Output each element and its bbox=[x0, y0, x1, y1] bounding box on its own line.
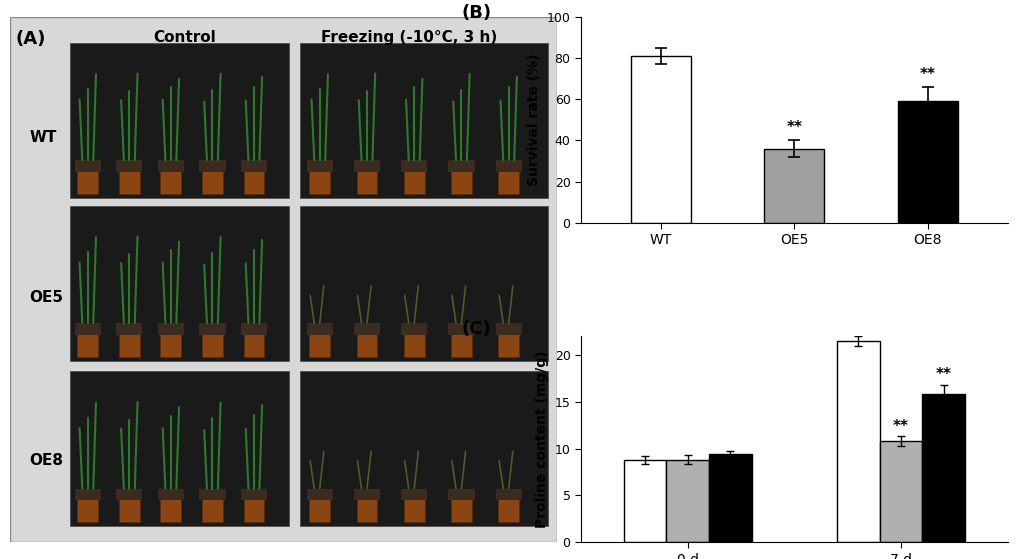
FancyBboxPatch shape bbox=[306, 489, 333, 500]
FancyBboxPatch shape bbox=[241, 323, 267, 335]
FancyBboxPatch shape bbox=[354, 323, 380, 335]
FancyBboxPatch shape bbox=[74, 489, 101, 500]
FancyBboxPatch shape bbox=[119, 168, 139, 194]
Text: **: ** bbox=[920, 67, 936, 82]
FancyBboxPatch shape bbox=[158, 160, 184, 172]
Text: **: ** bbox=[787, 120, 802, 135]
FancyBboxPatch shape bbox=[70, 371, 289, 527]
Text: OE5: OE5 bbox=[30, 290, 63, 305]
FancyBboxPatch shape bbox=[243, 496, 265, 522]
FancyBboxPatch shape bbox=[300, 206, 549, 361]
Y-axis label: Survival rate (%): Survival rate (%) bbox=[527, 54, 542, 186]
FancyBboxPatch shape bbox=[404, 496, 425, 522]
FancyBboxPatch shape bbox=[200, 489, 226, 500]
FancyBboxPatch shape bbox=[161, 496, 181, 522]
FancyBboxPatch shape bbox=[451, 168, 472, 194]
FancyBboxPatch shape bbox=[70, 43, 289, 198]
FancyBboxPatch shape bbox=[499, 168, 519, 194]
Y-axis label: Proline content (mg/g): Proline content (mg/g) bbox=[535, 350, 549, 528]
FancyBboxPatch shape bbox=[200, 160, 226, 172]
Bar bbox=[880, 441, 922, 542]
Text: (C): (C) bbox=[461, 320, 492, 338]
FancyBboxPatch shape bbox=[401, 489, 428, 500]
Text: Freezing (-10°C, 3 h): Freezing (-10°C, 3 h) bbox=[321, 30, 497, 45]
FancyBboxPatch shape bbox=[496, 323, 522, 335]
FancyBboxPatch shape bbox=[77, 496, 98, 522]
FancyBboxPatch shape bbox=[241, 160, 267, 172]
Bar bbox=[631, 56, 691, 223]
Bar bbox=[710, 454, 751, 542]
Bar bbox=[765, 149, 825, 223]
FancyBboxPatch shape bbox=[202, 168, 223, 194]
FancyBboxPatch shape bbox=[401, 160, 428, 172]
Text: (A): (A) bbox=[15, 30, 46, 48]
FancyBboxPatch shape bbox=[202, 330, 223, 357]
FancyBboxPatch shape bbox=[74, 323, 101, 335]
FancyBboxPatch shape bbox=[119, 330, 139, 357]
FancyBboxPatch shape bbox=[356, 168, 378, 194]
FancyBboxPatch shape bbox=[404, 330, 425, 357]
FancyBboxPatch shape bbox=[300, 43, 549, 198]
FancyBboxPatch shape bbox=[499, 330, 519, 357]
Bar bbox=[837, 341, 880, 542]
Text: (B): (B) bbox=[461, 4, 492, 22]
Bar bbox=[624, 460, 667, 542]
FancyBboxPatch shape bbox=[401, 323, 428, 335]
FancyBboxPatch shape bbox=[116, 323, 143, 335]
FancyBboxPatch shape bbox=[202, 496, 223, 522]
FancyBboxPatch shape bbox=[77, 168, 98, 194]
FancyBboxPatch shape bbox=[499, 496, 519, 522]
FancyBboxPatch shape bbox=[158, 323, 184, 335]
FancyBboxPatch shape bbox=[451, 330, 472, 357]
FancyBboxPatch shape bbox=[309, 168, 330, 194]
FancyBboxPatch shape bbox=[119, 496, 139, 522]
FancyBboxPatch shape bbox=[309, 330, 330, 357]
FancyBboxPatch shape bbox=[496, 489, 522, 500]
Bar bbox=[667, 460, 710, 542]
FancyBboxPatch shape bbox=[70, 206, 289, 361]
Text: **: ** bbox=[893, 419, 909, 434]
FancyBboxPatch shape bbox=[356, 496, 378, 522]
FancyBboxPatch shape bbox=[161, 168, 181, 194]
FancyBboxPatch shape bbox=[74, 160, 101, 172]
Text: WT: WT bbox=[30, 130, 57, 145]
FancyBboxPatch shape bbox=[243, 330, 265, 357]
Bar bbox=[898, 101, 958, 223]
Bar bbox=[922, 394, 965, 542]
Text: OE8: OE8 bbox=[30, 453, 63, 468]
FancyBboxPatch shape bbox=[496, 160, 522, 172]
FancyBboxPatch shape bbox=[116, 160, 143, 172]
FancyBboxPatch shape bbox=[306, 160, 333, 172]
FancyBboxPatch shape bbox=[116, 489, 143, 500]
FancyBboxPatch shape bbox=[10, 17, 557, 542]
FancyBboxPatch shape bbox=[243, 168, 265, 194]
FancyBboxPatch shape bbox=[158, 489, 184, 500]
FancyBboxPatch shape bbox=[200, 323, 226, 335]
FancyBboxPatch shape bbox=[309, 496, 330, 522]
FancyBboxPatch shape bbox=[241, 489, 267, 500]
FancyBboxPatch shape bbox=[354, 160, 380, 172]
Text: **: ** bbox=[936, 367, 952, 382]
FancyBboxPatch shape bbox=[161, 330, 181, 357]
FancyBboxPatch shape bbox=[306, 323, 333, 335]
FancyBboxPatch shape bbox=[448, 160, 474, 172]
FancyBboxPatch shape bbox=[356, 330, 378, 357]
FancyBboxPatch shape bbox=[300, 371, 549, 527]
FancyBboxPatch shape bbox=[451, 496, 472, 522]
FancyBboxPatch shape bbox=[354, 489, 380, 500]
Text: Control: Control bbox=[154, 30, 217, 45]
FancyBboxPatch shape bbox=[448, 323, 474, 335]
FancyBboxPatch shape bbox=[77, 330, 98, 357]
FancyBboxPatch shape bbox=[404, 168, 425, 194]
FancyBboxPatch shape bbox=[448, 489, 474, 500]
